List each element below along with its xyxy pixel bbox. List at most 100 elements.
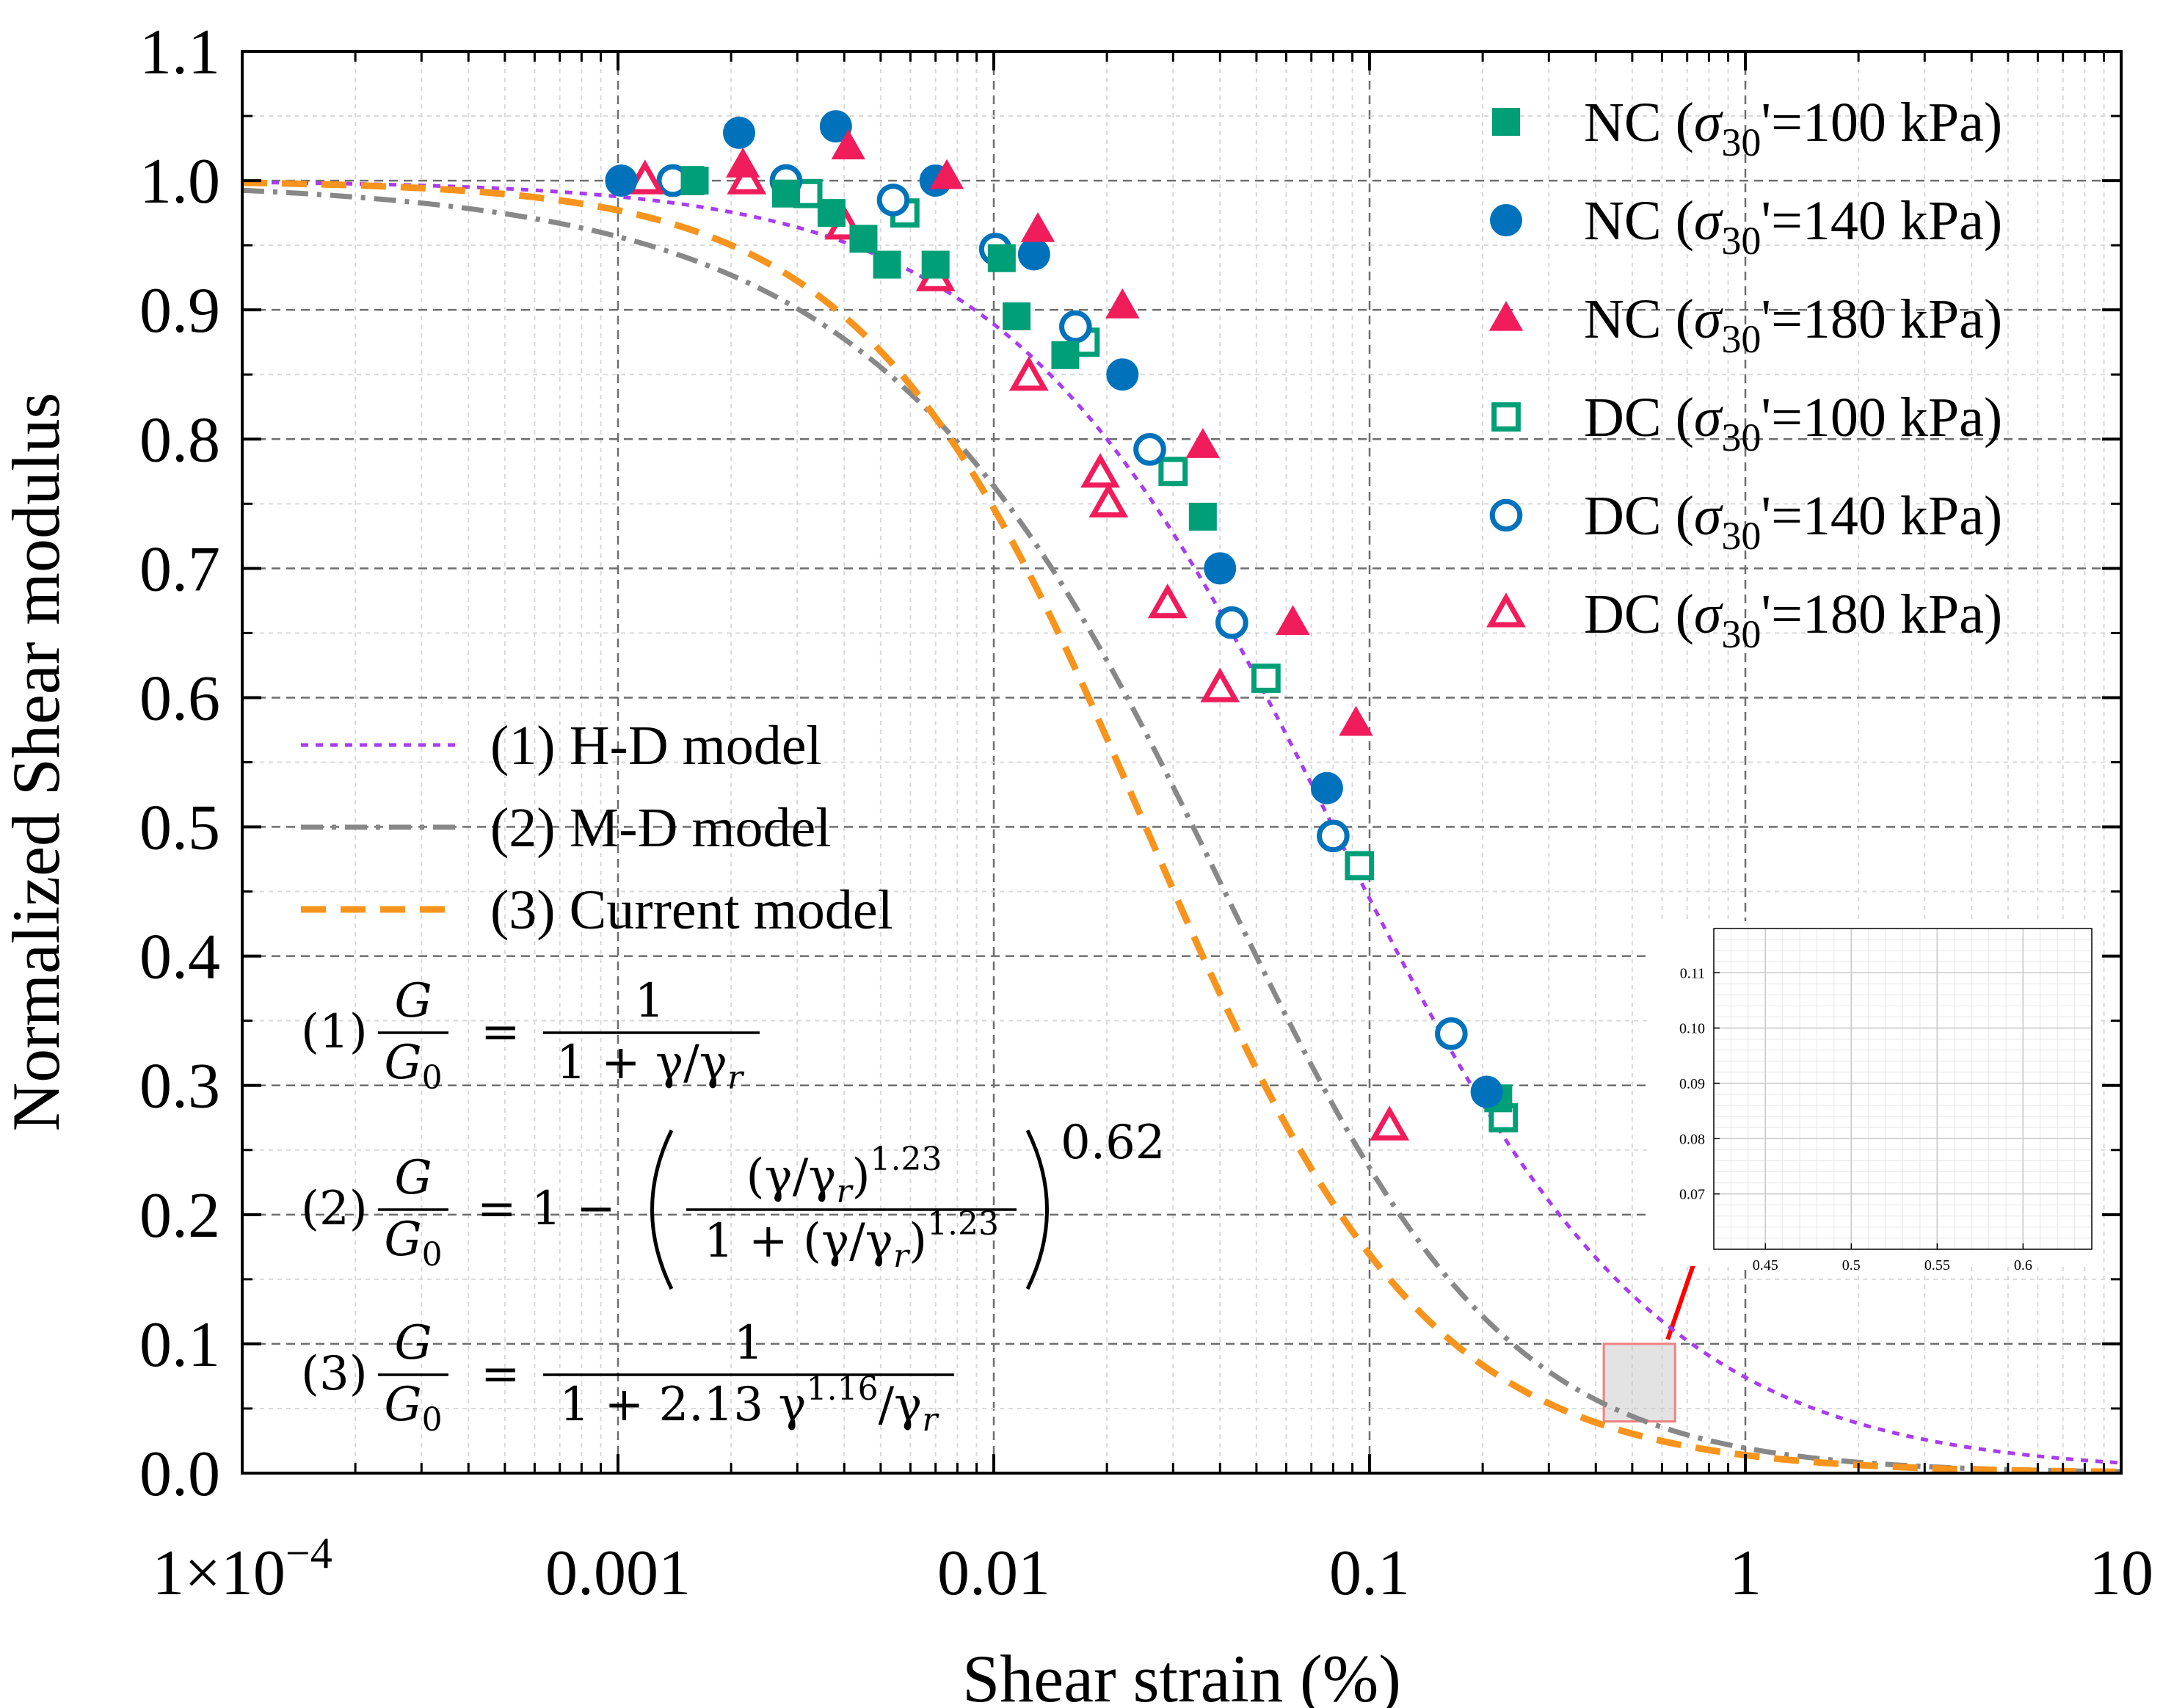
- legend-label: NC (σ30'=100 kPa): [1584, 92, 2002, 164]
- inset-model-curve-2: [1714, 1284, 2092, 1399]
- y-tick-label: 1.1: [139, 17, 220, 88]
- inset-x-tick-label: 0.6: [2014, 1257, 2032, 1273]
- y-tick-label: 0.9: [139, 275, 220, 346]
- eq-numerator: 1: [635, 974, 665, 1028]
- legend-entry-4: DC (σ30'=100 kPa): [1491, 387, 2002, 459]
- y-tick-label: 0.5: [139, 793, 220, 864]
- legend-label: NC (σ30'=140 kPa): [1584, 190, 2002, 263]
- data-point: [1339, 705, 1373, 736]
- eq-equals: =: [481, 1005, 520, 1059]
- data-point: [726, 147, 760, 178]
- inset-curves: [1714, 1284, 2092, 1453]
- inset-model-curve-3: [1714, 1376, 2092, 1454]
- eq-outer-exponent: 0.62: [1061, 1116, 1166, 1170]
- eq-inner-numerator: (γ/γr)1.23: [746, 1141, 942, 1210]
- data-point: [987, 244, 1016, 272]
- eq-equals: =: [481, 1347, 520, 1401]
- data-point: [1080, 453, 1120, 488]
- data-point: [727, 159, 767, 195]
- eq-equals: = 1 −: [477, 1182, 616, 1236]
- data-point: [1185, 428, 1221, 458]
- y-tick-label: 0.0: [139, 1439, 220, 1510]
- legend-entry-6: DC (σ30'=180 kPa): [1486, 584, 2002, 656]
- legend-entry-5: DC (σ30'=140 kPa): [1489, 485, 2002, 558]
- data-point: [1147, 583, 1188, 619]
- eq-symbol-g: G: [394, 974, 432, 1028]
- eq-numerator: 1: [734, 1316, 764, 1370]
- x-tick-label: 0.1: [1329, 1538, 1410, 1609]
- eq-symbol-g0: G0: [384, 1213, 442, 1273]
- eq-symbol-g0: G0: [384, 1378, 442, 1439]
- inset-y-tick-label: 0.11: [1680, 965, 1705, 981]
- y-axis-title: Normalized Shear modulus: [0, 393, 73, 1132]
- data-point: [1158, 457, 1188, 487]
- y-tick-label: 0.2: [139, 1180, 220, 1251]
- model-legend-entry-2: (2) M-D model: [301, 797, 831, 859]
- model-legend-label: (1) H-D model: [490, 715, 822, 777]
- data-point: [1088, 482, 1129, 517]
- data-point: [817, 199, 846, 228]
- series-legend: NC (σ30'=100 kPa) NC (σ30'=140 kPa) NC (σ3…: [1486, 92, 2002, 656]
- data-point: [1215, 606, 1248, 639]
- model-legend: (1) H-D model (2) M-D model (3) Current mo…: [301, 715, 893, 941]
- inset-x-tick-label: 0.5: [1842, 1257, 1861, 1273]
- eq-left-paren: [650, 1129, 674, 1290]
- data-point: [1188, 502, 1217, 531]
- inset-frame: [1713, 928, 2093, 1250]
- eq-denominator: 1 + γ/γr: [556, 1036, 745, 1097]
- data-points: [605, 110, 1519, 1141]
- data-point: [1020, 212, 1055, 242]
- data-point: [1370, 1105, 1410, 1141]
- data-point: [1003, 302, 1031, 330]
- legend-marker: [1488, 301, 1524, 331]
- eq-inner-denominator: 1 + (γ/γr)1.23: [704, 1205, 999, 1275]
- data-point: [605, 164, 638, 197]
- data-point: [1435, 1017, 1468, 1050]
- data-point: [1017, 238, 1050, 271]
- zoom-region-box: [1602, 1342, 1676, 1423]
- inset-x-tick-label: 0.55: [1924, 1257, 1950, 1273]
- legend-marker: [1491, 402, 1521, 432]
- y-tick-label: 0.1: [139, 1309, 220, 1381]
- eq-denominator: 1 + 2.13 γ1.16/γr: [560, 1370, 940, 1439]
- series-2: [605, 110, 1503, 1108]
- data-point: [1317, 819, 1350, 853]
- data-point: [722, 116, 755, 149]
- legend-marker: [1486, 592, 1526, 628]
- data-point: [1106, 358, 1139, 391]
- legend-label: DC (σ30'=140 kPa): [1584, 485, 2002, 558]
- eq-symbol-g: G: [394, 1316, 432, 1370]
- y-tick-label: 0.3: [139, 1051, 220, 1122]
- equation-2: (2) G G0 = 1 − (γ/γr)1.231 + (γ/γr)1.23 0.62: [301, 1116, 1166, 1290]
- data-point: [1204, 552, 1237, 585]
- legend-label: DC (σ30'=100 kPa): [1584, 387, 2002, 459]
- data-point: [1051, 341, 1080, 369]
- data-point: [1251, 664, 1281, 693]
- model-curve-3: [242, 179, 2121, 1473]
- inset-x-tick-label: 0.45: [1753, 1257, 1778, 1273]
- legend-marker: [1489, 498, 1523, 532]
- x-axis-title: Shear strain (%): [962, 1641, 1401, 1708]
- data-point: [771, 179, 800, 208]
- data-point: [1059, 310, 1092, 344]
- axes: 1×10−4 0.001 0.01 0.1 1 100.00.10.20.30.40.50…: [139, 17, 2153, 1609]
- data-point: [929, 159, 964, 189]
- legend-entry-1: NC (σ30'=100 kPa): [1492, 92, 2002, 164]
- y-tick-label: 0.4: [139, 922, 220, 993]
- data-point: [1008, 356, 1049, 391]
- y-tick-label: 1.0: [139, 146, 220, 217]
- data-point: [1470, 1075, 1503, 1108]
- data-point: [1105, 288, 1140, 319]
- model-legend-entry-3: (3) Current model: [301, 879, 893, 941]
- x-tick-label: 1×10−4: [152, 1529, 332, 1609]
- data-point: [680, 167, 709, 195]
- model-curve-1: [242, 180, 2121, 1465]
- data-point: [876, 183, 910, 217]
- y-tick-label: 0.8: [139, 404, 220, 476]
- y-tick-label: 0.6: [139, 663, 220, 734]
- model-legend-label: (3) Current model: [490, 879, 893, 941]
- data-point: [1276, 605, 1310, 636]
- eq-right-paren: [1025, 1129, 1049, 1290]
- data-point: [1310, 771, 1343, 804]
- model-legend-entry-1: (1) H-D model: [301, 715, 822, 777]
